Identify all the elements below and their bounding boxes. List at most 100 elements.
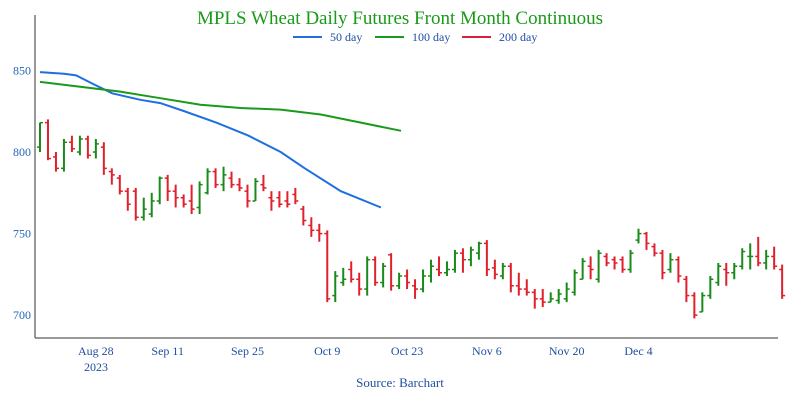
- ohlc-bar: [228, 171, 235, 188]
- ohlc-bar: [515, 272, 522, 296]
- ohlc-bar: [523, 279, 530, 296]
- ohlc-bar: [595, 249, 602, 283]
- ohlc-bar: [635, 228, 642, 244]
- ohlc-bar: [571, 269, 578, 296]
- ohlc-bar: [132, 187, 139, 221]
- ohlc-bar: [148, 192, 155, 218]
- ohlc-bar: [84, 135, 91, 159]
- x-tick-label: Nov 6: [472, 344, 502, 358]
- ohlc-bar: [428, 259, 435, 283]
- ohlc-bar: [675, 256, 682, 283]
- ohlc-bar: [236, 178, 243, 192]
- ohlc-bar: [92, 138, 99, 159]
- ohlc-bar: [124, 187, 131, 211]
- ohlc-bar: [164, 174, 171, 201]
- ohlc-bar: [188, 184, 195, 215]
- ohlc-bar: [771, 246, 778, 270]
- ohlc-bar: [44, 119, 51, 161]
- ohlc-bar: [755, 236, 762, 267]
- x-tick-label: Dec 4: [624, 344, 652, 358]
- legend: 50 day 100 day 200 day: [293, 30, 537, 44]
- ohlc-bar: [140, 197, 147, 221]
- ohlc-bar: [443, 261, 450, 277]
- plot-area: [37, 71, 786, 319]
- ohlc-bar: [683, 276, 690, 303]
- x-tick-label: Sep 11: [151, 344, 184, 358]
- ohlc-bar: [619, 256, 626, 273]
- legend-label-50-day: 50 day: [330, 30, 362, 44]
- year-label: 2023: [84, 360, 108, 374]
- ohlc-bar: [100, 142, 107, 175]
- ohlc-bar: [715, 262, 722, 286]
- ohlc-bar: [380, 262, 387, 288]
- ohlc-bar: [156, 176, 163, 205]
- ohlc-bar: [52, 152, 59, 172]
- ohlc-bar: [436, 256, 442, 277]
- ohlc-bar: [404, 269, 411, 290]
- chart-title: MPLS Wheat Daily Futures Front Month Con…: [197, 8, 603, 29]
- x-tick-label: Nov 20: [549, 344, 585, 358]
- ohlc-bar: [499, 262, 506, 280]
- ohlc-bar: [563, 282, 570, 303]
- ohlc-bar: [316, 223, 323, 242]
- ohlc-bar: [212, 168, 219, 188]
- ohlc-bar: [547, 292, 554, 303]
- ohlc-bar: [60, 138, 67, 172]
- ohlc-bar: [659, 249, 666, 280]
- ohlc-bar: [180, 194, 187, 208]
- ohlc-bar: [372, 256, 379, 286]
- ohlc-bar: [108, 168, 115, 185]
- x-tick-label: Oct 9: [314, 344, 340, 358]
- ohlc-bar: [364, 256, 371, 296]
- ohlc-bar: [388, 253, 395, 291]
- ohlc-bar: [531, 289, 538, 309]
- ohlc-bar: [324, 230, 331, 303]
- ohlc-bar: [204, 168, 211, 195]
- x-tick-label: Aug 28: [78, 344, 114, 358]
- ohlc-bar: [627, 249, 634, 273]
- ohlc-bar: [747, 243, 754, 270]
- ohlc-bar: [116, 174, 123, 195]
- ohlc-bar: [459, 248, 466, 273]
- ohlc-bar: [779, 264, 786, 299]
- ohlc-bar: [308, 217, 315, 237]
- ohlc-bar: [667, 253, 674, 273]
- ohlc-bar: [699, 292, 706, 313]
- ohlc-bar: [292, 187, 299, 205]
- x-axis-ticks: Aug 28 Sep 11 Sep 25 Oct 9 Oct 23 Nov 6 Nov 20…: [78, 344, 653, 358]
- ohlc-bar: [555, 289, 562, 304]
- ohlc-bar: [412, 279, 419, 299]
- ohlc-bar: [356, 272, 363, 296]
- ohlc-bar: [276, 191, 283, 208]
- ohlc-bar: [603, 253, 610, 267]
- ohlc-bar: [172, 184, 179, 208]
- ohlc-bar: [611, 256, 618, 270]
- ohlc-bar: [300, 205, 307, 226]
- ohlc-bar: [763, 249, 770, 270]
- ohlc-bar: [244, 184, 251, 208]
- ohlc-bar: [260, 174, 267, 192]
- ohlc-bar: [196, 181, 203, 215]
- ohlc-bar: [252, 178, 259, 202]
- ma-100-day-line: [39, 80, 402, 132]
- ohlc-bar: [739, 248, 746, 270]
- ohlc-bar: [651, 243, 658, 257]
- ohlc-bar: [396, 272, 403, 290]
- ohlc-bar: [539, 289, 546, 308]
- ohlc-bar: [691, 292, 698, 319]
- y-axis-ticks: 700 750 800 850: [13, 63, 31, 322]
- x-tick-label: Oct 23: [391, 344, 423, 358]
- ohlc-bar: [587, 256, 594, 280]
- ohlc-bar: [467, 246, 474, 267]
- ohlc-bar: [332, 271, 339, 303]
- y-tick-label: 850: [13, 63, 31, 77]
- ohlc-bar: [284, 191, 291, 208]
- y-tick-label: 700: [13, 308, 31, 322]
- source-note: Source: Barchart: [356, 375, 444, 390]
- ohlc-bar: [723, 262, 730, 286]
- ohlc-bar: [76, 135, 83, 156]
- ohlc-bar: [451, 249, 458, 273]
- ohlc-bar: [579, 258, 586, 281]
- ohlc-bar: [483, 240, 490, 277]
